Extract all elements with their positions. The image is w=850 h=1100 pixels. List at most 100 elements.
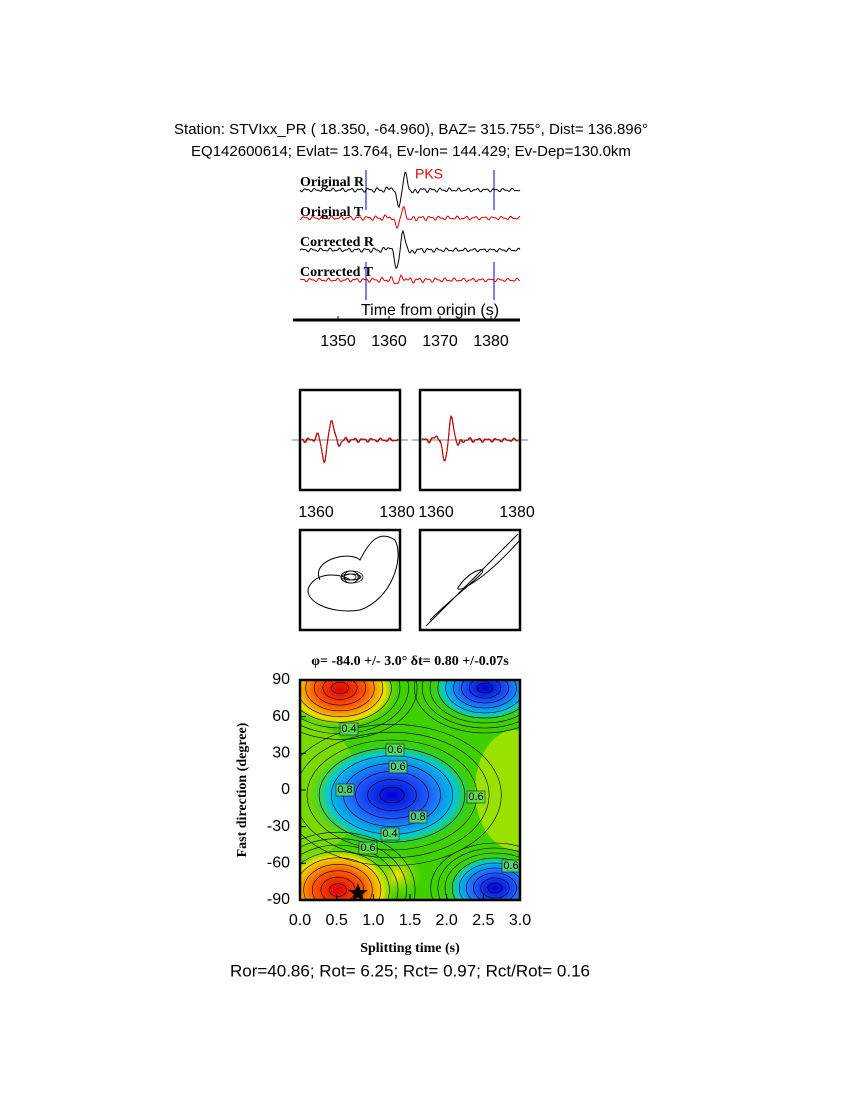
waveform — [421, 414, 519, 462]
contour — [300, 831, 416, 900]
contour — [303, 863, 373, 900]
contour — [437, 847, 520, 900]
contour — [444, 852, 520, 900]
contour — [451, 857, 520, 900]
contour-label-bg — [466, 790, 486, 804]
contour — [300, 838, 407, 900]
particle-motion — [425, 533, 521, 627]
y-tick-label: 0 — [281, 781, 290, 798]
waveform — [299, 274, 521, 285]
waveform — [301, 420, 399, 464]
contour-label-bg — [358, 841, 378, 855]
x-tick-label: 1360 — [418, 504, 454, 521]
contour-label-bg — [408, 810, 428, 824]
contour — [487, 882, 503, 894]
contour-label: 0.4 — [341, 723, 356, 735]
contour-label-bg — [339, 722, 359, 736]
contour — [445, 680, 520, 714]
x-tick-label: 1360 — [371, 333, 407, 350]
contour — [429, 680, 520, 724]
axis-title: Time from origin (s) — [361, 302, 499, 319]
contour-label-bg — [388, 760, 408, 774]
contour — [421, 680, 520, 729]
trace-label: Original T — [300, 205, 364, 220]
best-fit-star — [348, 883, 368, 900]
trace-label: Corrected T — [300, 265, 374, 280]
contour — [300, 680, 384, 717]
contour — [313, 680, 367, 706]
contour — [300, 857, 382, 900]
y-axis-title: Fast direction (degree) — [235, 722, 250, 857]
particle-tangle — [340, 570, 364, 584]
contour-label-bg — [335, 783, 355, 797]
header-line: Station: STVIxx_PR ( 18.350, -64.960), B… — [174, 121, 648, 138]
phase-label: PKS — [415, 166, 443, 182]
contour — [305, 680, 375, 712]
contour — [331, 681, 349, 695]
contour-label: 0.6 — [468, 791, 483, 803]
footer: Ror=40.86; Rot= 6.25; Rct= 0.97; Rct/Rot… — [230, 961, 590, 980]
contour — [461, 680, 509, 704]
x-tick-label: 1.5 — [399, 912, 421, 929]
header-line: EQ142600614; Evlat= 13.764, Ev-lon= 144.… — [191, 143, 631, 160]
contour — [367, 778, 417, 812]
contour-label-bg — [501, 859, 520, 873]
y-tick-label: 90 — [272, 671, 290, 688]
contour-label: 0.8 — [337, 784, 352, 796]
x-tick-label: 1370 — [422, 333, 458, 350]
contour-label: 0.6 — [360, 842, 375, 854]
y-tick-label: 30 — [272, 745, 290, 762]
contour-label: 0.4 — [382, 828, 397, 840]
contour — [468, 680, 502, 699]
waveform — [299, 229, 521, 270]
particle-motion — [307, 535, 399, 612]
y-tick-label: -30 — [267, 818, 290, 835]
x-tick-label: 1.0 — [362, 912, 384, 929]
x-tick-label: 3.0 — [509, 912, 531, 929]
particle-box — [418, 528, 522, 632]
contour — [379, 786, 405, 804]
x-tick-label: 2.5 — [472, 912, 494, 929]
contour-label-bg — [385, 743, 405, 757]
contour — [300, 851, 390, 900]
contour — [473, 872, 517, 900]
contour — [437, 680, 520, 719]
contour — [414, 680, 520, 734]
waveform — [299, 205, 521, 230]
x-tick-label: 1360 — [298, 504, 334, 521]
grid-title: φ= -84.0 +/- 3.0° δt= 0.80 +/-0.07s — [311, 654, 509, 669]
contour — [300, 724, 502, 866]
contour — [322, 680, 358, 700]
x-tick-label: 0.0 — [289, 912, 311, 929]
contour — [300, 680, 418, 740]
traces — [299, 170, 521, 300]
contour — [476, 682, 494, 694]
contour — [300, 680, 392, 723]
y-tick-label: -90 — [267, 891, 290, 908]
trace-label: Corrected R — [300, 235, 375, 250]
contour — [300, 844, 399, 900]
energy-map: 0.4 0.6 0.6 0.8 0.6 0.4 0.8 0.6 0.6 — [300, 680, 520, 900]
x-tick-label: 1380 — [499, 504, 535, 521]
y-tick-label: -60 — [267, 855, 290, 872]
y-tick-label: 60 — [272, 708, 290, 725]
waveform — [299, 171, 521, 209]
contour-label: 0.6 — [387, 744, 402, 756]
x-tick-label: 1350 — [320, 333, 356, 350]
contour — [430, 842, 520, 900]
contour — [466, 867, 520, 900]
trace-label: Original R — [300, 175, 365, 190]
x-tick-label: 0.5 — [326, 912, 348, 929]
contour-label-bg — [380, 827, 400, 841]
x-tick-label: 1380 — [379, 504, 415, 521]
contour — [480, 877, 510, 899]
x-tick-label: 1380 — [473, 333, 509, 350]
contour-label: 0.6 — [503, 860, 518, 872]
contour — [453, 680, 517, 709]
particle-box — [298, 528, 402, 632]
contour — [329, 883, 347, 897]
x-tick-label: 2.0 — [436, 912, 458, 929]
contour-label: 0.8 — [410, 811, 425, 823]
x-axis-title: Splitting time (s) — [360, 941, 460, 956]
